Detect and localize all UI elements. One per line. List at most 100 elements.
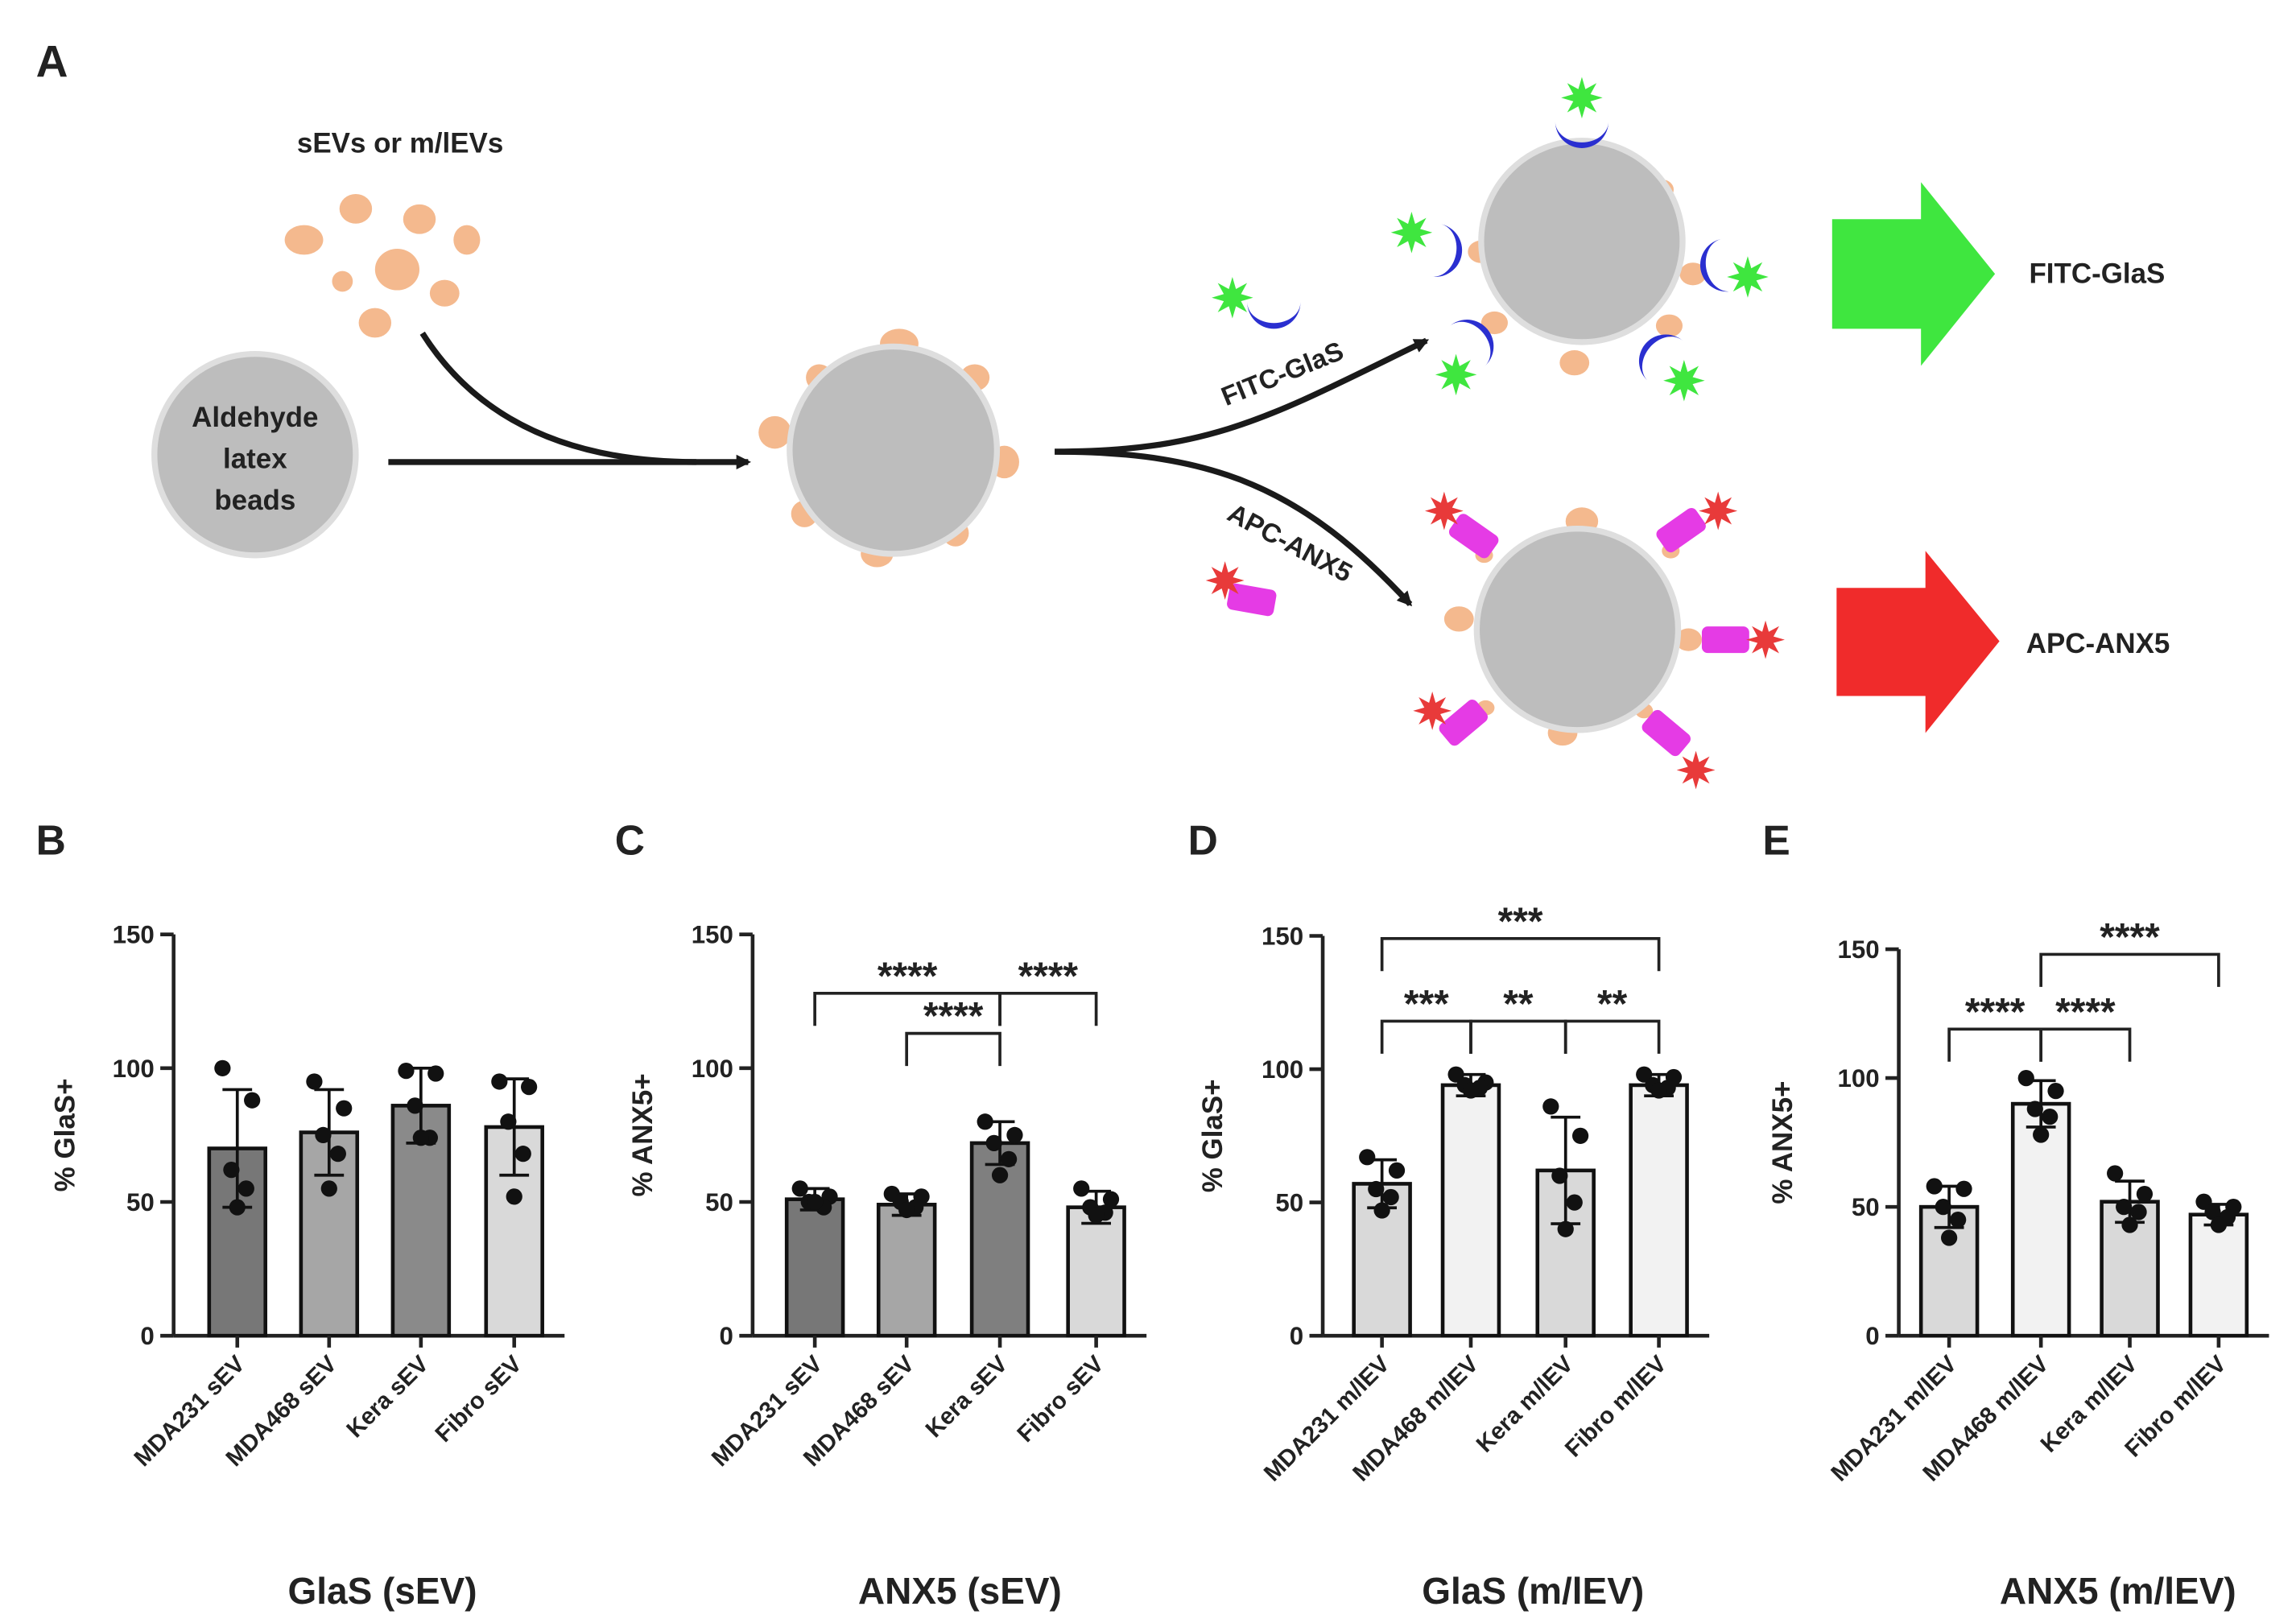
ev-cluster — [284, 193, 481, 338]
axis-title: % ANX5+ — [1767, 1081, 1798, 1204]
data-point — [1447, 1066, 1464, 1083]
data-point — [991, 1167, 1009, 1183]
data-point — [214, 1059, 231, 1076]
data-point — [329, 1146, 346, 1163]
data-point — [1359, 1149, 1376, 1166]
data-point — [2121, 1216, 2138, 1233]
significance-bracket — [2039, 1027, 2132, 1062]
bead-label: latex — [223, 443, 287, 474]
data-point — [521, 1078, 538, 1096]
data-point — [1382, 1188, 1399, 1206]
bead — [1473, 525, 1682, 733]
y-tick-label: 150 — [113, 921, 155, 949]
y-tick-label: 50 — [1275, 1189, 1303, 1217]
bar — [784, 1197, 845, 1338]
bead-decoration — [1205, 76, 1785, 790]
y-tick-label: 150 — [1837, 935, 1879, 964]
data-point — [237, 1180, 254, 1197]
data-point — [2116, 1199, 2133, 1216]
significance-bracket — [1380, 1019, 1472, 1054]
y-tick-label: 50 — [126, 1188, 155, 1216]
fluor-star — [1746, 620, 1785, 659]
anx5-protein — [1439, 700, 1488, 746]
data-point — [898, 1201, 915, 1219]
arrow — [419, 331, 696, 465]
significance-label: *** — [1498, 900, 1543, 943]
data-point — [1368, 1180, 1385, 1198]
significance-label: **** — [923, 995, 984, 1038]
anx5-protein — [1701, 626, 1749, 654]
output-arrow — [1831, 182, 1996, 366]
chart-title: GlaS (sEV) — [288, 1570, 477, 1612]
branch-label: APC-ANX5 — [1223, 498, 1357, 588]
bead-label: Aldehyde — [192, 402, 318, 433]
y-tick-label: 0 — [720, 1322, 733, 1350]
x-tick-label: Kera sEV — [920, 1350, 1013, 1443]
data-point — [1102, 1191, 1120, 1208]
data-point — [1571, 1127, 1589, 1144]
latex-bead — [151, 350, 359, 559]
fluor-star — [1435, 353, 1477, 396]
y-tick-label: 150 — [692, 921, 733, 949]
data-point — [223, 1161, 240, 1179]
panel-letter: B — [36, 816, 66, 863]
bar — [876, 1203, 937, 1338]
bead-label: beads — [214, 485, 295, 516]
fluor-star — [1205, 561, 1245, 600]
significance-bracket — [1380, 936, 1661, 972]
panel-letter: D — [1188, 816, 1218, 863]
glas-protein — [1431, 224, 1463, 277]
panel-letter: C — [615, 816, 645, 863]
data-point — [1941, 1229, 1958, 1246]
branch-label: FITC-GlaS — [1217, 337, 1348, 412]
panel-letter: A — [36, 37, 68, 87]
significance-bracket — [1563, 1019, 1661, 1054]
bar — [1440, 1083, 1501, 1338]
glas-protein — [1638, 334, 1683, 382]
data-point — [2130, 1204, 2147, 1220]
ev — [1443, 606, 1474, 632]
fluor-star — [1663, 359, 1705, 402]
data-point — [985, 1134, 1002, 1151]
output-label: APC-ANX5 — [2026, 628, 2170, 659]
glas-protein — [1699, 238, 1732, 292]
significance-label: *** — [1404, 983, 1449, 1026]
data-point — [491, 1073, 508, 1090]
panel-a: A sEVs or m/lEVs Aldehyde latex beads FI… — [36, 37, 2170, 790]
data-point — [2107, 1165, 2124, 1182]
anx5-protein — [1448, 514, 1499, 559]
fluor-star — [1727, 256, 1769, 298]
data-point — [306, 1073, 323, 1090]
significance-bracket — [1947, 1027, 2043, 1062]
data-point — [320, 1180, 337, 1197]
data-point — [1557, 1220, 1574, 1237]
data-point — [2042, 1108, 2059, 1125]
panel-letter: E — [1762, 816, 1790, 863]
y-tick-label: 100 — [1837, 1064, 1879, 1092]
fluor-star — [1390, 212, 1433, 254]
significance-label: **** — [2100, 916, 2160, 959]
coated-bead — [758, 328, 1019, 568]
data-point — [2026, 1101, 2043, 1117]
significance-label: **** — [1965, 991, 2026, 1034]
significance-bracket — [905, 1031, 1001, 1067]
data-point — [506, 1188, 522, 1205]
ev — [1679, 262, 1707, 286]
data-point — [427, 1065, 444, 1082]
output-arrow — [1836, 551, 2000, 733]
data-point — [315, 1126, 332, 1144]
data-point — [977, 1113, 993, 1130]
ev — [1559, 350, 1590, 376]
y-tick-label: 50 — [1852, 1193, 1880, 1221]
fluor-star — [1413, 692, 1452, 730]
data-point — [244, 1092, 261, 1109]
data-point — [2204, 1204, 2221, 1220]
ev — [1675, 628, 1702, 651]
data-point — [412, 1129, 429, 1146]
chart-title: GlaS (m/lEV) — [1422, 1570, 1644, 1612]
fluor-star — [1676, 750, 1716, 790]
output-label: FITC-GlaS — [2029, 258, 2165, 289]
data-point — [2047, 1082, 2064, 1100]
glas-protein — [1247, 302, 1301, 329]
x-tick-label: Fibro sEV — [430, 1350, 527, 1447]
